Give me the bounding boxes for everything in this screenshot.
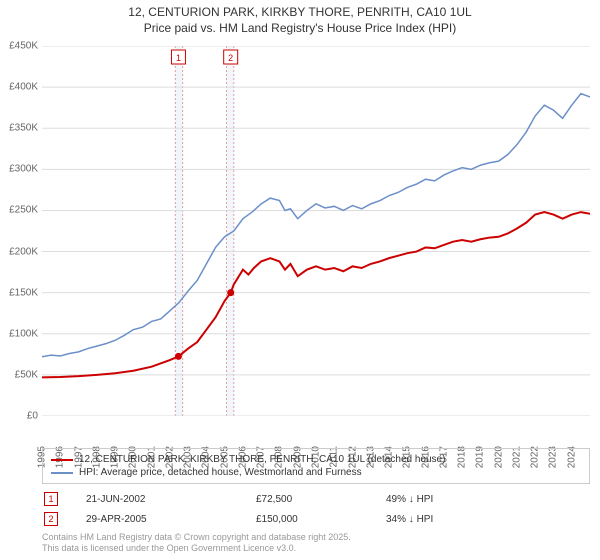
y-tick-label: £300K <box>9 164 38 175</box>
marker-badge-1: 1 <box>44 492 58 506</box>
title-line1: 12, CENTURION PARK, KIRKBY THORE, PENRIT… <box>0 4 600 20</box>
y-tick-label: £400K <box>9 82 38 93</box>
legend-swatch-red <box>51 459 73 461</box>
y-tick-label: £0 <box>27 411 38 422</box>
footnote-line1: Contains HM Land Registry data © Crown c… <box>42 532 351 543</box>
legend-swatch-blue <box>51 472 73 474</box>
legend-label-1: HPI: Average price, detached house, West… <box>79 467 362 478</box>
svg-text:1: 1 <box>176 53 181 63</box>
footnote-line2: This data is licensed under the Open Gov… <box>42 543 351 554</box>
svg-text:2: 2 <box>228 53 233 63</box>
txn-price: £72,500 <box>256 494 386 505</box>
txn-date: 29-APR-2005 <box>86 514 256 525</box>
y-tick-label: £250K <box>9 205 38 216</box>
footnote: Contains HM Land Registry data © Crown c… <box>42 532 351 555</box>
y-tick-label: £150K <box>9 287 38 298</box>
chart-svg: 12 <box>42 46 590 416</box>
y-tick-label: £100K <box>9 328 38 339</box>
title-line2: Price paid vs. HM Land Registry's House … <box>0 20 600 36</box>
table-row: 2 29-APR-2005 £150,000 34% ↓ HPI <box>42 509 590 529</box>
y-tick-label: £450K <box>9 41 38 52</box>
y-tick-label: £350K <box>9 123 38 134</box>
txn-price: £150,000 <box>256 514 386 525</box>
marker-badge-2: 2 <box>44 512 58 526</box>
legend-item-hpi: HPI: Average price, detached house, West… <box>51 466 581 479</box>
chart-plot-area: 12 <box>42 46 590 416</box>
legend: 12, CENTURION PARK, KIRKBY THORE, PENRIT… <box>42 448 590 484</box>
chart-title: 12, CENTURION PARK, KIRKBY THORE, PENRIT… <box>0 0 600 36</box>
txn-diff: 34% ↓ HPI <box>386 514 590 525</box>
y-tick-label: £50K <box>15 369 38 380</box>
legend-item-price-paid: 12, CENTURION PARK, KIRKBY THORE, PENRIT… <box>51 453 581 466</box>
table-row: 1 21-JUN-2002 £72,500 49% ↓ HPI <box>42 489 590 509</box>
transaction-table: 1 21-JUN-2002 £72,500 49% ↓ HPI 2 29-APR… <box>42 489 590 529</box>
txn-diff: 49% ↓ HPI <box>386 494 590 505</box>
y-axis-labels: £0£50K£100K£150K£200K£250K£300K£350K£400… <box>0 46 40 416</box>
x-axis-labels: 1995199619971998199920002001200220032004… <box>42 418 590 446</box>
legend-label-0: 12, CENTURION PARK, KIRKBY THORE, PENRIT… <box>79 454 445 465</box>
y-tick-label: £200K <box>9 246 38 257</box>
txn-date: 21-JUN-2002 <box>86 494 256 505</box>
